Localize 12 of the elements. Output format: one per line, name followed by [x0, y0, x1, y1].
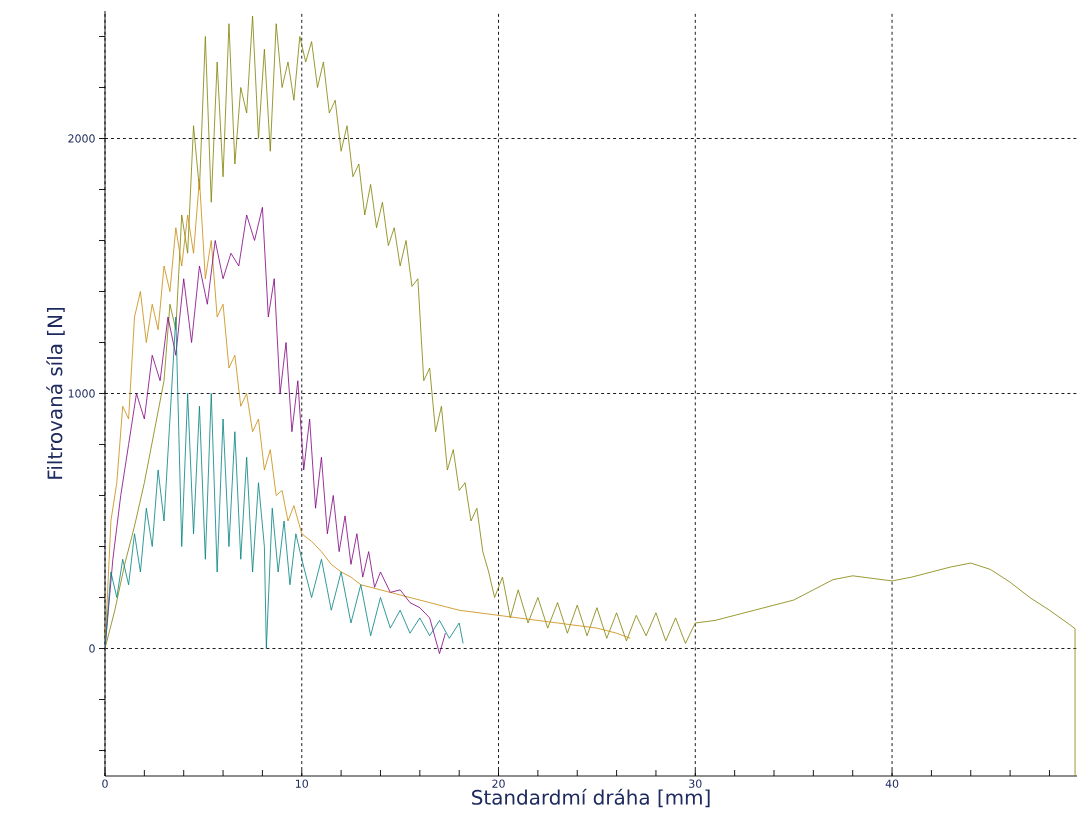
- y-axis-title: Filtrovaná síla [N]: [46, 307, 65, 479]
- y-tick-label: 1000: [68, 389, 95, 398]
- line-series: [105, 316, 464, 649]
- x-tick-label: 10: [295, 779, 308, 788]
- x-axis-title: Standardmí dráha [mm]: [472, 788, 710, 808]
- x-tick-label: 30: [689, 779, 702, 788]
- x-tick-label: 40: [885, 779, 899, 788]
- y-tick-label: 2000: [68, 134, 95, 143]
- x-tick-label: 20: [492, 779, 505, 788]
- y-tick-label: 0: [89, 644, 95, 653]
- line-series: [105, 206, 446, 654]
- x-tick-label: 0: [102, 779, 108, 788]
